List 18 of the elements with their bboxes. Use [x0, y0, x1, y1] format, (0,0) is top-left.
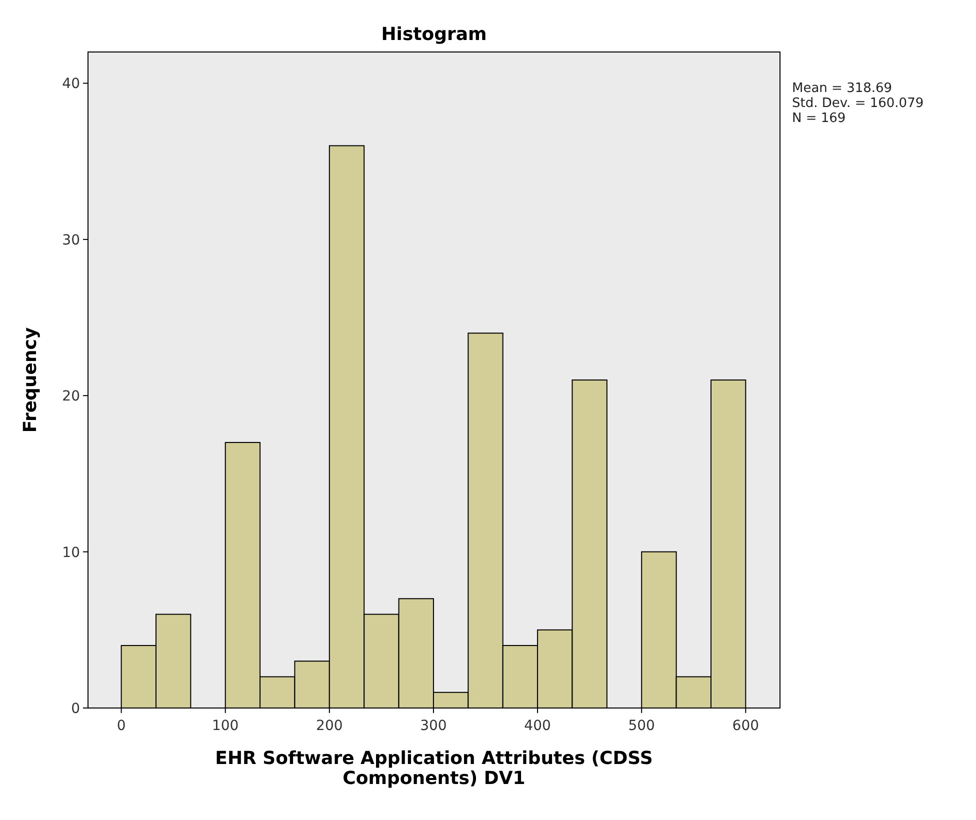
x-tick-label: 600 — [732, 718, 760, 734]
x-tick-label: 500 — [628, 718, 655, 734]
x-tick-label: 200 — [316, 718, 343, 734]
x-tick-label: 0 — [116, 718, 126, 734]
y-tick-label: 10 — [62, 544, 80, 561]
x-tick-label: 400 — [524, 718, 551, 734]
y-tick-label: 20 — [62, 388, 80, 405]
x-axis-title: EHR Software Application Attributes (CDSS Components) DV1 — [215, 748, 653, 789]
y-tick-label: 30 — [62, 232, 80, 248]
text: Mean = 318.69 — [792, 81, 892, 96]
y-tick-label: 40 — [62, 76, 80, 92]
chart-title: Histogram — [381, 24, 487, 45]
text: N = 169 — [792, 111, 846, 126]
y-tick-label: 0 — [71, 701, 80, 717]
text: Std. Dev. = 160.079 — [792, 96, 924, 111]
x-tick-label: 100 — [212, 718, 239, 734]
y-axis-title: Frequency — [20, 327, 41, 433]
x-tick-label: 300 — [420, 718, 447, 734]
